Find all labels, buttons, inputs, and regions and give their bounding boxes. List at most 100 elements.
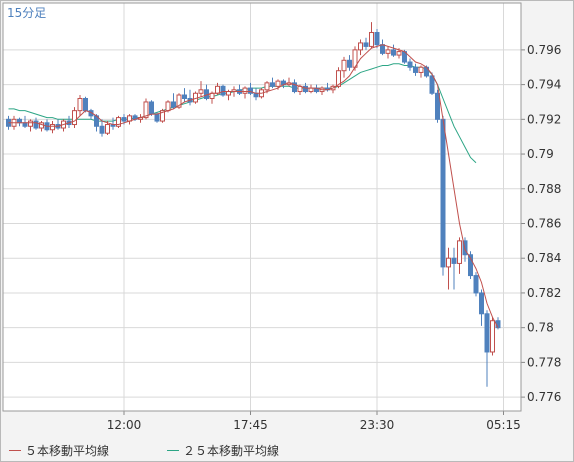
candle-body [385,49,391,54]
candle [176,93,182,109]
candle-body [341,59,347,72]
candle-body [396,51,402,56]
candle [83,96,88,113]
candlestick-chart: 0.776 0.778 0.78 0.782 0.784 0.786 0.788 0.79 0.… [2,2,561,432]
ma5-line [8,44,499,328]
candle-body [176,94,182,108]
candle-body [116,117,121,127]
candle [28,119,33,132]
candle [429,72,435,96]
candle [33,117,39,130]
candle [413,63,418,76]
legend-label-ma5: ５本移動平均線 [25,444,110,458]
y-tick-label: 0.786 [527,216,561,230]
candle-body [165,101,171,112]
legend-swatch-ma5 [9,450,21,451]
candle [50,121,55,134]
y-tick-label: 0.788 [527,182,561,196]
plot-area [3,3,521,411]
candle-body [413,66,418,73]
x-tick-label: 23:30 [360,418,395,432]
candle-body [248,87,253,94]
candle-body [99,125,105,134]
candle-body [479,292,484,315]
candle [451,247,457,290]
candle-body [28,120,33,127]
y-tick-label: 0.778 [527,355,561,369]
candle [149,100,154,116]
candle-body [391,49,396,56]
candle-body [22,122,28,127]
candle [116,115,121,129]
candle [358,39,363,56]
candle [446,247,451,290]
candle [457,237,462,274]
candle-body [72,110,77,126]
candle [490,317,495,356]
y-tick-label: 0.796 [527,43,561,57]
candle-body [446,257,451,268]
candle [105,121,110,135]
candle [248,82,253,96]
candle-body [380,44,385,54]
candle-body [171,101,176,108]
candle-body [369,32,374,47]
candle [407,58,413,71]
candle-body [215,85,220,94]
candle [198,81,204,97]
candle-body [83,97,88,112]
candle-body [264,82,270,91]
candle-body [154,113,160,122]
candle-body [77,97,83,112]
candle-body [358,42,363,51]
candle-body [473,275,479,294]
candle [468,251,473,280]
y-tick-label: 0.782 [527,286,561,300]
candle-body [253,92,259,98]
candle-body [347,59,352,68]
candle [435,89,440,123]
ma25-layer [8,63,477,164]
ma25-line [8,63,477,164]
candle [182,88,187,102]
candle-body [440,118,446,268]
legend: ５本移動平均線 ２５本移動平均線 [1,433,573,461]
candle [391,44,396,57]
candle-body [435,92,440,120]
candle [242,86,248,99]
candle-body [50,124,55,131]
candle-body [292,82,297,93]
candle [72,107,77,129]
candle [418,65,424,78]
x-tick-label: 17:45 [233,418,268,432]
y-tick-label: 0.792 [527,112,561,126]
plot-border [2,2,522,412]
candle-body [363,42,369,47]
candle-body [484,313,490,353]
candle [440,115,446,276]
candle [160,108,165,123]
candle-body [468,254,473,277]
candle-body [490,320,495,353]
candle [369,22,374,49]
candle [171,93,176,109]
candle-body [198,89,204,94]
candle-body [220,85,226,96]
x-tick-label: 05:15 [486,418,521,432]
candle-body [242,87,248,94]
y-tick-label: 0.776 [527,390,561,404]
y-tick-label: 0.784 [527,251,561,265]
candle-body [226,91,231,96]
candle [220,84,226,97]
candle-body [407,61,413,68]
timeframe-label: 15分足 [7,6,46,20]
candle [347,55,352,71]
ma5-layer [8,44,499,328]
candle-body [303,85,308,93]
candle [341,56,347,78]
candle [77,95,83,116]
candle-body [418,66,424,73]
y-tick-label: 0.78 [527,321,554,335]
candle-body [429,75,435,94]
